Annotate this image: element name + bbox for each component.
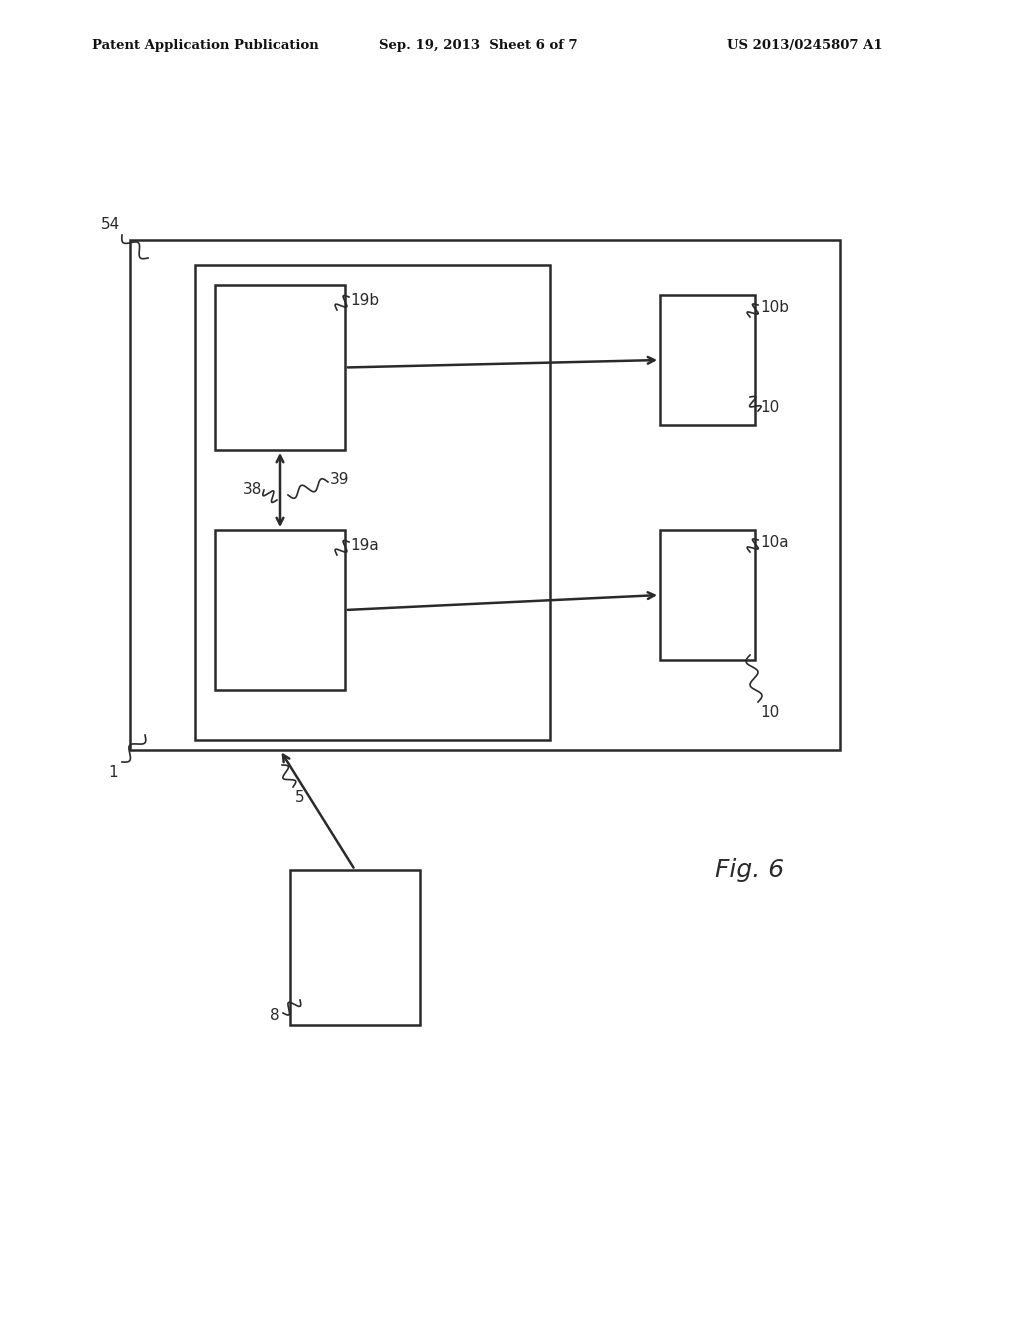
Text: 10: 10 <box>760 400 779 414</box>
Bar <box>290 870 420 1026</box>
Text: 39: 39 <box>330 473 349 487</box>
Text: Patent Application Publication: Patent Application Publication <box>92 38 318 51</box>
Bar <box>195 265 550 741</box>
Text: Sep. 19, 2013  Sheet 6 of 7: Sep. 19, 2013 Sheet 6 of 7 <box>379 38 578 51</box>
Text: 1: 1 <box>109 766 118 780</box>
Text: 54: 54 <box>100 216 120 232</box>
Bar <box>215 531 345 690</box>
Bar <box>660 531 755 660</box>
Text: 19a: 19a <box>350 539 379 553</box>
Text: 10a: 10a <box>760 535 788 550</box>
Text: 19b: 19b <box>350 293 379 308</box>
Text: 5: 5 <box>295 789 304 805</box>
Text: 8: 8 <box>270 1007 280 1023</box>
Text: 38: 38 <box>243 483 262 498</box>
Text: US 2013/0245807 A1: US 2013/0245807 A1 <box>727 38 883 51</box>
Bar <box>215 285 345 450</box>
Bar <box>660 294 755 425</box>
Text: Fig. 6: Fig. 6 <box>716 858 784 882</box>
Text: 10b: 10b <box>760 300 790 315</box>
Text: 10: 10 <box>760 705 779 719</box>
Bar <box>130 240 840 750</box>
